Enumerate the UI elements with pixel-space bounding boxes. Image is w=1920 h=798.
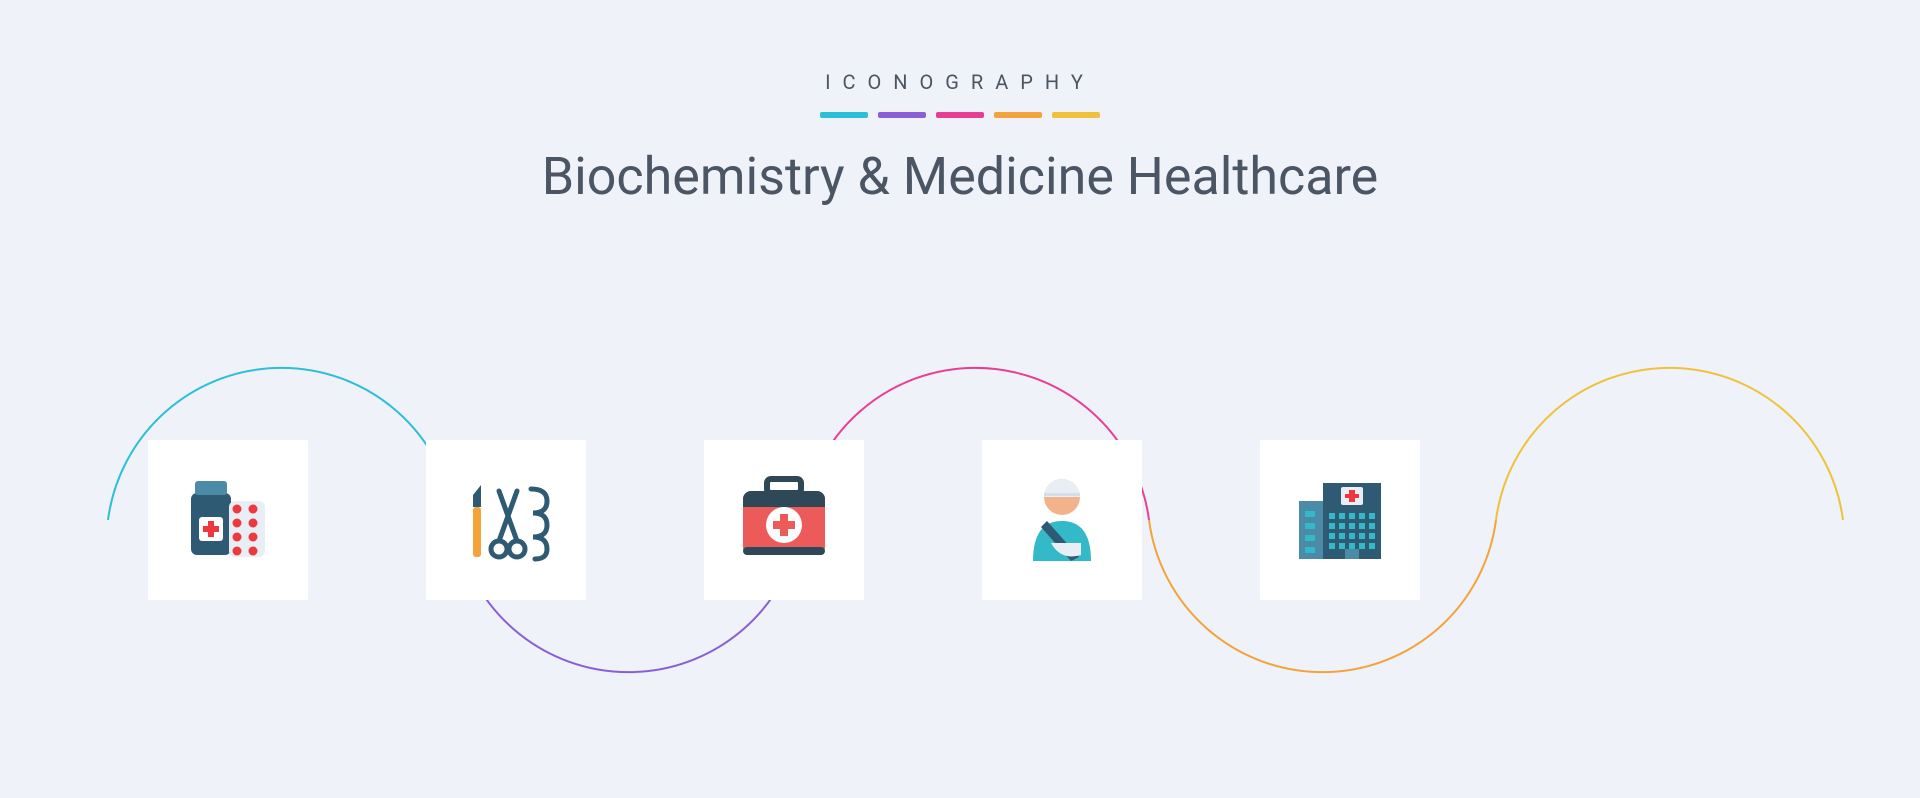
connector-curve — [0, 0, 1920, 798]
first-aid-kit-icon — [729, 465, 839, 575]
injured-patient-icon — [1007, 465, 1117, 575]
stage — [0, 0, 1920, 798]
icon-card-first-aid — [704, 440, 864, 600]
icon-card-surgical-tools — [426, 440, 586, 600]
icon-card-medicine — [148, 440, 308, 600]
icon-card-patient — [982, 440, 1142, 600]
icon-card-hospital — [1260, 440, 1420, 600]
hospital-building-icon — [1285, 465, 1395, 575]
surgical-tools-icon — [451, 465, 561, 575]
medicine-bottle-pills-icon — [173, 465, 283, 575]
